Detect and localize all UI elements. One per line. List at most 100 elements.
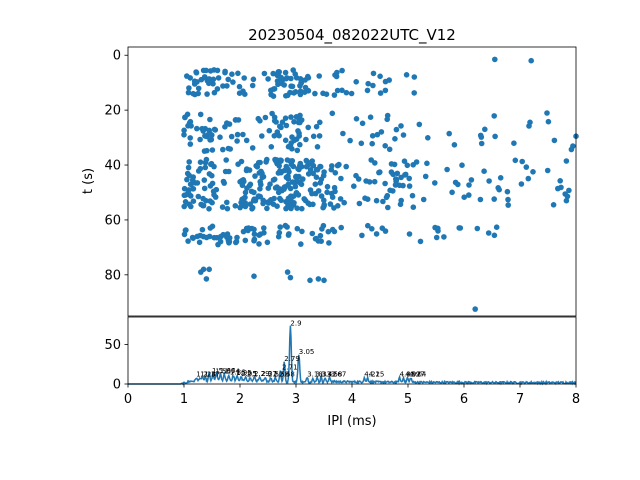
scatter-point (398, 123, 404, 129)
scatter-point (264, 239, 271, 246)
scatter-point (244, 185, 250, 191)
scatter-axes-frame (127, 46, 577, 317)
scatter-point (181, 132, 187, 138)
scatter-point (187, 141, 194, 147)
scatter-point (310, 133, 317, 140)
scatter-point (286, 231, 292, 237)
scatter-point (491, 196, 498, 202)
scatter-point (338, 224, 345, 231)
scatter-point (320, 204, 326, 211)
scatter-point (293, 114, 300, 120)
scatter-point (256, 232, 262, 238)
scatter-point (377, 73, 383, 80)
scatter-point (236, 83, 243, 90)
scatter-point (232, 203, 239, 209)
scatter-point (376, 169, 382, 176)
scatter-point (271, 133, 278, 139)
scatter-point (247, 181, 254, 188)
scatter-point (241, 75, 247, 81)
scatter-point (264, 156, 270, 163)
scatter-point (298, 181, 305, 188)
scatter-point (528, 57, 534, 64)
scatter-point (497, 175, 504, 181)
scatter-point (251, 273, 257, 280)
scatter-point (206, 266, 212, 273)
scatter-point (310, 162, 317, 169)
peak-label: 3.42 (321, 371, 337, 379)
scatter-point (403, 72, 410, 78)
scatter-point (256, 241, 262, 247)
scatter-point (382, 78, 389, 85)
scatter-point (504, 188, 511, 195)
scatter-point (292, 183, 299, 190)
scatter-point (279, 119, 286, 125)
scatter-point (343, 163, 350, 170)
scatter-point (446, 130, 453, 137)
scatter-point (256, 170, 263, 176)
scatter-point (277, 168, 283, 174)
scatter-point (299, 205, 305, 212)
peak-label: 4.97 (409, 371, 425, 379)
scatter-point (186, 159, 192, 165)
y-tick-label: 0 (113, 378, 121, 393)
scatter-point (525, 175, 532, 182)
x-tick-label: 2 (236, 392, 244, 407)
scatter-point (340, 130, 346, 137)
scatter-point (181, 203, 187, 210)
scatter-point (551, 137, 558, 144)
peak-label: 5.04 (411, 371, 427, 379)
peak-label: 2.68 (279, 371, 295, 379)
scatter-point (451, 142, 458, 148)
scatter-point (201, 177, 208, 183)
scatter-point (390, 188, 396, 194)
scatter-point (185, 89, 192, 96)
scatter-point (184, 73, 190, 79)
scatter-point (406, 175, 413, 182)
scatter-point (257, 159, 263, 166)
scatter-point (208, 161, 214, 168)
scatter-point (297, 91, 304, 98)
scatter-point (211, 89, 218, 96)
peak-label: 2.9 (290, 320, 301, 328)
scatter-point (337, 196, 344, 202)
scatter-point (282, 222, 289, 229)
scatter-point (388, 161, 395, 167)
scatter-point (201, 185, 208, 192)
scatter-point (315, 188, 322, 194)
scatter-point (242, 203, 249, 210)
scatter-point (297, 160, 304, 167)
scatter-point (259, 133, 265, 139)
scatter-point (195, 85, 202, 92)
scatter-point (285, 181, 292, 188)
scatter-point (271, 86, 278, 92)
scatter-point (433, 234, 440, 241)
scatter-point (359, 232, 365, 239)
scatter-point (459, 162, 465, 168)
scatter-point (203, 156, 210, 163)
scatter-point (294, 147, 301, 154)
scatter-point (194, 125, 200, 132)
peak-label: 2.37 (261, 370, 277, 378)
scatter-point (200, 202, 207, 209)
scatter-y-ticks: 0 20 40 60 80 (104, 49, 128, 283)
scatter-point (309, 190, 315, 197)
scatter-point (329, 110, 336, 117)
scatter-point (224, 83, 230, 89)
y-tick-label: 40 (104, 159, 121, 174)
scatter-point (226, 235, 233, 241)
scatter-point (194, 79, 200, 85)
scatter-point (332, 188, 338, 195)
histogram-line (128, 325, 577, 386)
scatter-point (295, 128, 301, 134)
scatter-point (496, 186, 503, 193)
scatter-point (301, 196, 308, 202)
scatter-point (239, 182, 246, 189)
scatter-point (275, 81, 281, 88)
scatter-point (325, 228, 332, 235)
scatter-point (251, 189, 257, 196)
scatter-point (486, 178, 492, 184)
scatter-point (326, 240, 332, 246)
scatter-point (252, 173, 258, 179)
scatter-point (194, 233, 201, 240)
scatter-point (234, 234, 240, 241)
